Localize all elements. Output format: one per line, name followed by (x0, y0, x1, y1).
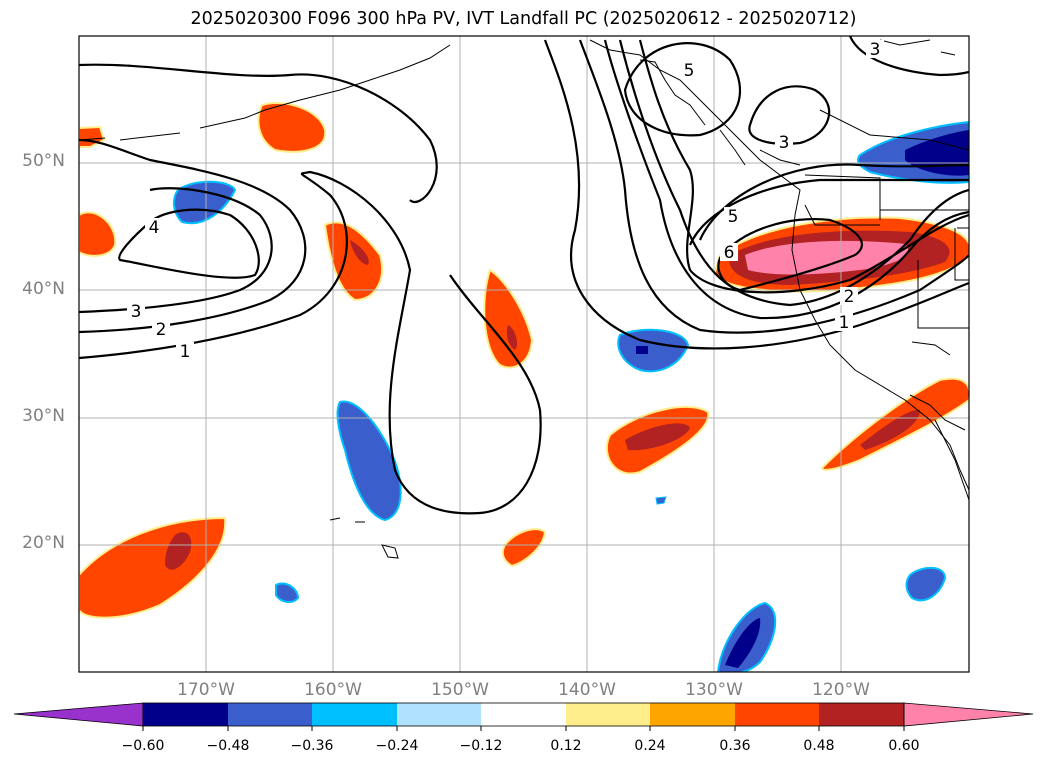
lon-label: 140°W (558, 680, 616, 700)
positive-core (625, 423, 690, 451)
contour-label: 3 (870, 40, 881, 60)
positive-core (350, 240, 369, 265)
contour-label: 3 (131, 302, 142, 322)
colorbar-tick-label: 0.48 (803, 738, 835, 754)
lon-label: 120°W (812, 680, 870, 700)
contour-label: 1 (839, 313, 850, 333)
positive-core (506, 325, 518, 350)
colorbar-segment (735, 703, 819, 726)
map-frame (78, 35, 970, 673)
colorbar-tick-label: −0.48 (206, 738, 250, 754)
positive-region (501, 528, 547, 568)
contour-label: 5 (684, 61, 695, 81)
contour-label: 6 (724, 243, 735, 263)
positive-ivt-shading (79, 101, 969, 619)
lon-label: 150°W (431, 680, 489, 700)
lat-label: 20°N (22, 533, 65, 553)
colorbar-segment (566, 703, 650, 726)
lat-label: 50°N (22, 151, 65, 171)
map-plot-area: 1 2 3 4 5 6 5 3 3 2 1 (79, 36, 969, 672)
contour-label: 1 (180, 342, 191, 362)
colorbar-max-extend (903, 702, 1034, 727)
positive-core (165, 532, 192, 570)
lon-label: 170°W (177, 680, 235, 700)
colorbar-tick-label: 0.60 (888, 738, 920, 754)
negative-ivt-shading (172, 120, 969, 672)
positive-max (745, 240, 908, 275)
colorbar-segment (228, 703, 312, 726)
negative-region (172, 180, 237, 225)
colorbar-segment (650, 703, 735, 726)
colorbar-tick-label: −0.36 (290, 738, 334, 754)
negative-region (655, 496, 667, 505)
colorbar-tick-label: 0.24 (634, 738, 666, 754)
colorbar-tick-label: −0.12 (459, 738, 503, 754)
lon-label: 160°W (304, 680, 362, 700)
colorbar-segment (397, 703, 481, 726)
colorbar-tick-label: 0.36 (719, 738, 751, 754)
negative-region (336, 400, 402, 522)
gridlines (79, 36, 969, 672)
positive-region (483, 268, 534, 369)
negative-core (636, 346, 648, 354)
lat-label: 40°N (22, 279, 65, 299)
positive-region (257, 101, 327, 153)
colorbar-tick-label: −0.24 (375, 738, 419, 754)
colorbar-tick-label: −0.60 (121, 738, 165, 754)
colorbar-segment (819, 703, 904, 726)
contour-label: 3 (779, 133, 790, 153)
contour-label: 2 (156, 320, 167, 340)
contour-label: 4 (149, 218, 160, 238)
lon-label: 130°W (685, 680, 743, 700)
negative-core (725, 618, 761, 668)
colorbar-segment (481, 703, 566, 726)
contour-label: 2 (844, 287, 855, 307)
contour-labels: 1 2 3 4 5 6 5 3 3 2 1 (127, 40, 884, 362)
colorbar-segment (312, 703, 397, 726)
colorbar-min-extend (13, 702, 144, 727)
positive-core (860, 409, 920, 450)
negative-region (275, 582, 300, 603)
positive-region (323, 221, 383, 302)
contour-label: 5 (728, 207, 739, 227)
negative-region (617, 328, 690, 373)
colorbar-segment (143, 703, 228, 726)
pv-contours (79, 36, 969, 515)
lat-label: 30°N (22, 406, 65, 426)
negative-region (905, 566, 947, 602)
colorbar-tick-label: 0.12 (550, 738, 582, 754)
map-title: 2025020300 F096 300 hPa PV, IVT Landfall… (190, 9, 857, 29)
colorbar (13, 702, 1034, 731)
positive-region (79, 211, 117, 257)
positive-region (79, 516, 227, 619)
coastlines (79, 39, 969, 559)
